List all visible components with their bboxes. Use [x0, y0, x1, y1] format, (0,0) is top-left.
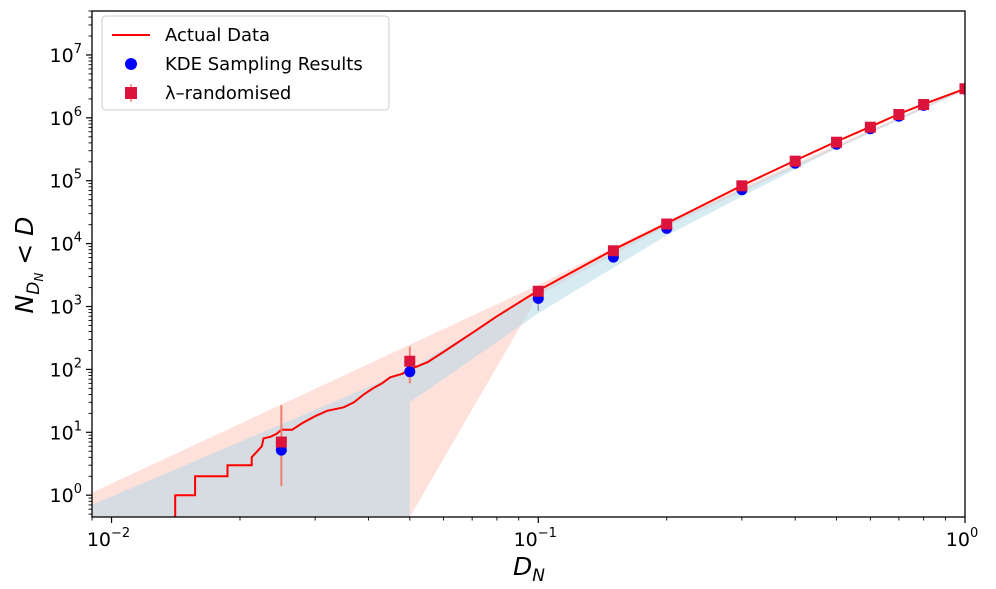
- legend-square-swatch: [125, 87, 137, 99]
- y-tick-label: 106: [50, 105, 82, 130]
- lambda-point: [532, 285, 544, 297]
- lambda-point: [404, 355, 416, 367]
- y-tick-label: 101: [50, 419, 82, 444]
- band-1: [92, 88, 965, 517]
- lambda-point: [864, 121, 876, 133]
- y-tick-label: 104: [50, 231, 82, 256]
- y-tick-label: 103: [50, 294, 82, 319]
- legend-label-actual-data: Actual Data: [165, 25, 270, 46]
- legend: Actual Data KDE Sampling Results λ–rando…: [101, 15, 390, 111]
- lambda-point: [607, 245, 619, 257]
- legend-box: [101, 15, 390, 111]
- lambda-point: [959, 83, 965, 95]
- lambda-point: [275, 436, 287, 448]
- data-lines: [174, 87, 965, 517]
- y-tick-label: 102: [50, 356, 82, 381]
- legend-circle-swatch: [125, 58, 137, 70]
- lambda-point: [661, 218, 673, 230]
- confidence-bands: [92, 87, 965, 517]
- axis-ticks: 10−2 10−1 100 100 101 102 103 104 105 106 107: [50, 10, 978, 551]
- legend-label-lambda: λ–randomised: [165, 83, 291, 104]
- y-axis-label: NDN < D: [10, 217, 46, 314]
- lambda-point: [831, 136, 843, 148]
- data-points: [275, 83, 965, 456]
- lambda-point: [918, 99, 930, 111]
- x-tick-label: 10−2: [87, 526, 130, 551]
- plot-area: [91, 10, 966, 518]
- x-tick-label: 10−1: [514, 526, 557, 551]
- plot-frame: [91, 10, 966, 518]
- y-tick-label: 100: [50, 482, 82, 507]
- y-tick-label: 105: [50, 168, 82, 193]
- actual-data-line: [174, 87, 965, 517]
- lambda-point: [736, 180, 748, 192]
- legend-label-kde: KDE Sampling Results: [165, 54, 363, 75]
- x-tick-label: 100: [946, 526, 978, 551]
- x-axis-label: DN: [513, 552, 545, 586]
- kde-point: [404, 366, 416, 378]
- y-tick-label: 107: [50, 42, 82, 67]
- lambda-point: [893, 109, 905, 121]
- lambda-point: [789, 155, 801, 167]
